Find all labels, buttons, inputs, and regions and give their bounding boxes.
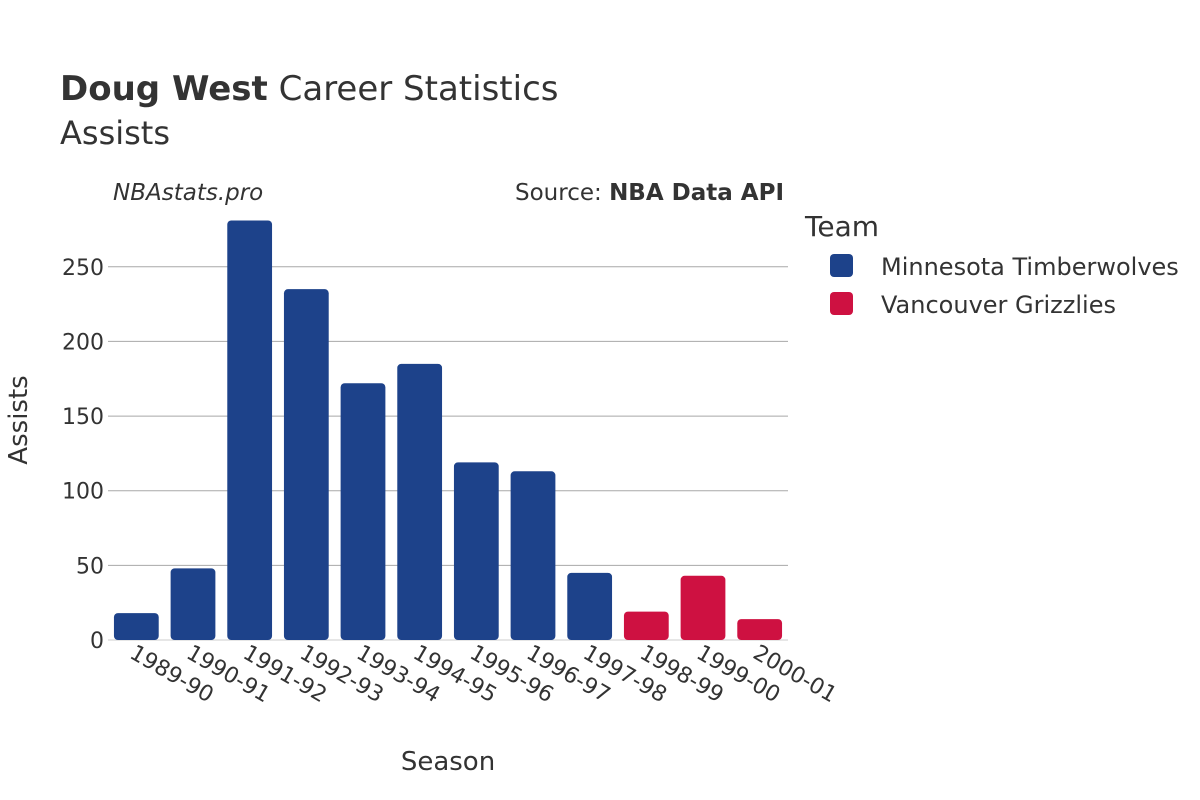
legend: Team Minnesota Timberwolves Vancouver Gr… — [804, 210, 1179, 319]
title-player-name: Doug West — [60, 69, 268, 109]
y-tick-label: 0 — [90, 629, 104, 654]
bar-minnesota-timberwolves-1997-98[interactable]: 1997-98: 45 — [567, 572, 613, 640]
chart-title: Doug West Career Statistics — [60, 69, 558, 109]
x-axis-ticks: 1989-901990-911991-921992-931993-941994-… — [125, 641, 840, 709]
chart-subtitle: Assists — [60, 114, 170, 152]
y-axis-label: Assists — [4, 375, 34, 464]
bar-minnesota-timberwolves-1995-96[interactable]: 1995-96: 119 — [453, 462, 499, 640]
legend-title: Team — [804, 210, 879, 243]
bar-minnesota-timberwolves-1989-90[interactable]: 1989-90: 18 — [113, 613, 159, 640]
source-name: NBA Data API — [609, 180, 784, 206]
watermark-text: NBAstats.pro — [113, 180, 263, 206]
title-suffix: Career Statistics — [268, 69, 559, 109]
legend-item-vancouver-grizzlies[interactable]: Vancouver Grizzlies — [830, 291, 1116, 319]
y-tick-label: 200 — [62, 330, 104, 355]
legend-item-minnesota-timberwolves[interactable]: Minnesota Timberwolves — [830, 253, 1179, 281]
bar-vancouver-grizzlies-1998-99[interactable]: 1998-99: 19 — [623, 611, 669, 640]
x-axis-label: Season — [401, 747, 495, 777]
source-credit: Source: NBA Data API — [515, 180, 784, 206]
bar-minnesota-timberwolves-1996-97[interactable]: 1996-97: 113 — [510, 471, 556, 640]
y-tick-label: 250 — [62, 256, 104, 281]
y-tick-label: 50 — [76, 554, 104, 579]
legend-swatch-vancouver-grizzlies — [830, 292, 853, 315]
bar-minnesota-timberwolves-1991-92[interactable]: 1991-92: 281 — [227, 220, 273, 640]
legend-swatch-minnesota-timberwolves — [830, 254, 853, 277]
bar-minnesota-timberwolves-1993-94[interactable]: 1993-94: 172 — [340, 383, 386, 640]
y-tick-label: 150 — [62, 405, 104, 430]
gridlines — [108, 266, 788, 641]
bar-vancouver-grizzlies-1999-00[interactable]: 1999-00: 43 — [680, 575, 726, 640]
bar-minnesota-timberwolves-1994-95[interactable]: 1994-95: 185 — [397, 363, 443, 640]
y-axis-ticks: 0 50 100 150 200 250 — [62, 256, 104, 654]
legend-label-minnesota-timberwolves: Minnesota Timberwolves — [881, 253, 1179, 281]
bar-minnesota-timberwolves-1992-93[interactable]: 1992-93: 235 — [283, 289, 329, 640]
legend-label-vancouver-grizzlies: Vancouver Grizzlies — [881, 291, 1116, 319]
y-tick-label: 100 — [62, 480, 104, 505]
bar-minnesota-timberwolves-1990-91[interactable]: 1990-91: 48 — [170, 568, 216, 640]
bar-vancouver-grizzlies-2000-01[interactable]: 2000-01: 14 — [737, 619, 783, 640]
bar-series: 1989-90: 18 1990-91: 481991-92: 2811992-9… — [113, 220, 783, 640]
source-prefix: Source: — [515, 180, 609, 206]
